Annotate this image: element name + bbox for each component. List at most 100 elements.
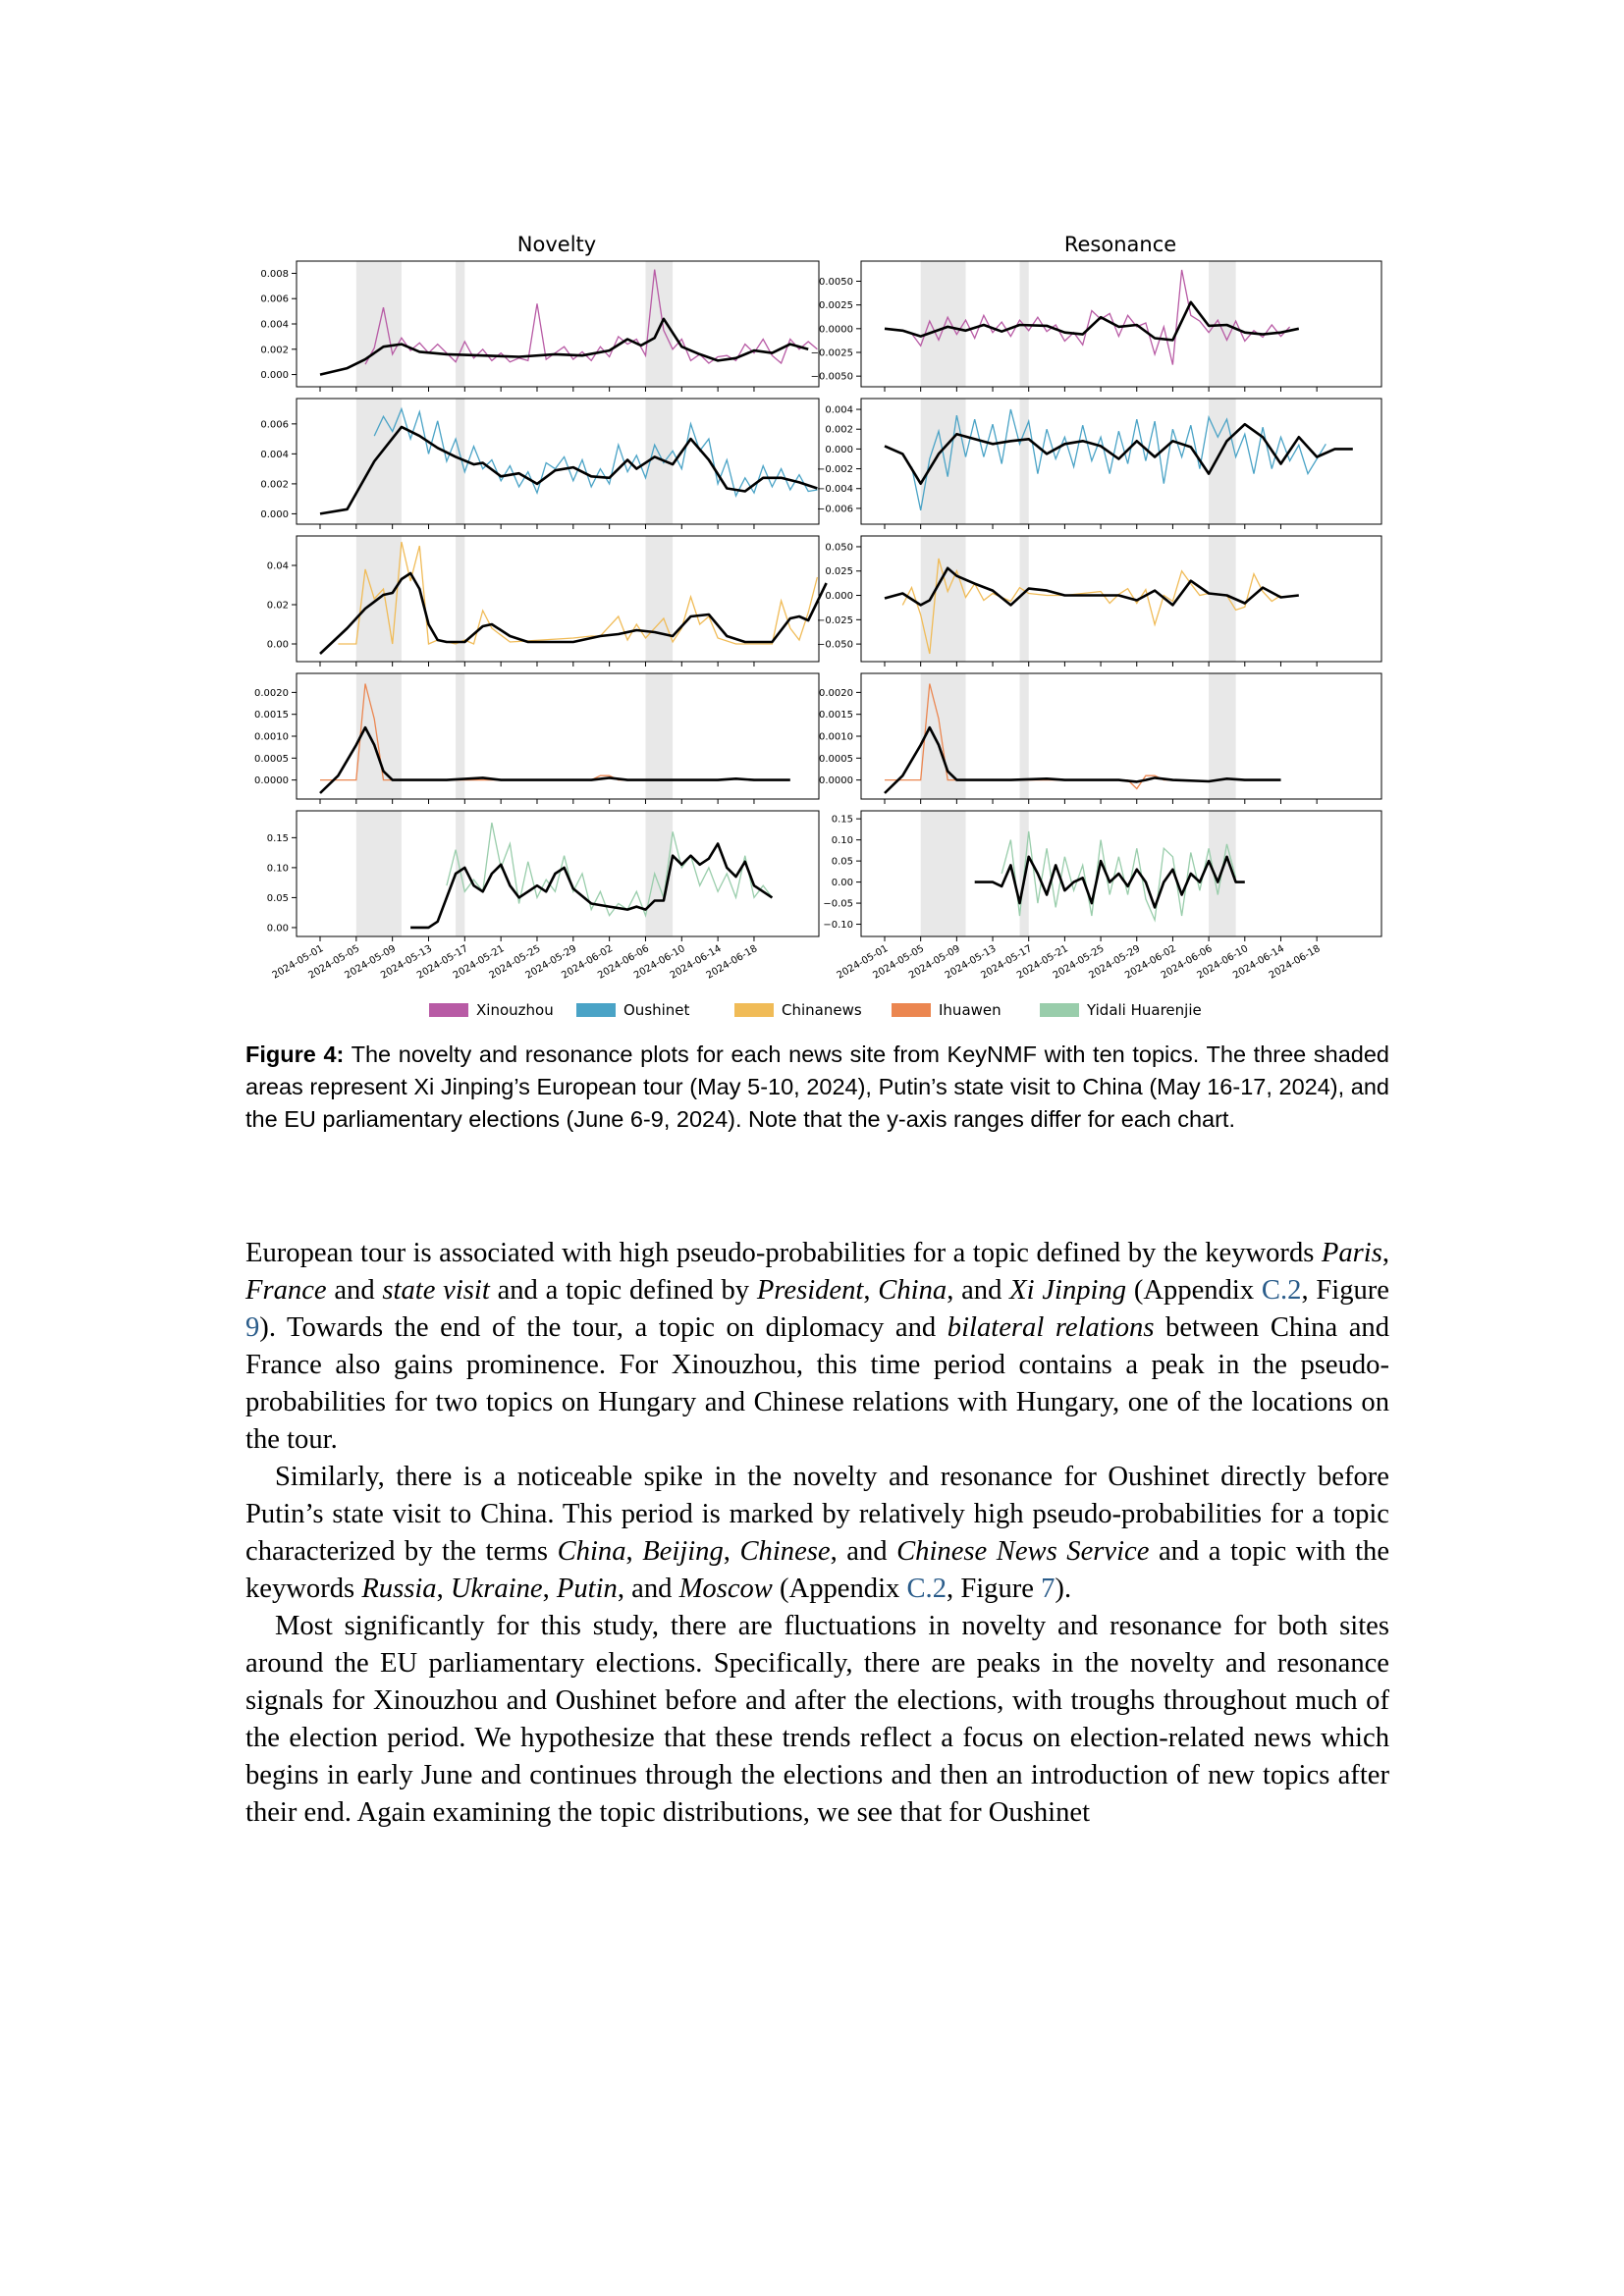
appendix-link[interactable]: C.2 (906, 1574, 947, 1604)
y-tick-label: −0.0050 (811, 372, 853, 383)
shaded-period (645, 261, 674, 387)
figure-link[interactable]: 7 (1041, 1574, 1056, 1604)
paragraph-2: Similarly, there is a noticeable spike i… (245, 1459, 1389, 1608)
y-tick-label: 0.025 (825, 566, 853, 577)
y-tick-label: 0.0020 (254, 688, 289, 699)
shaded-period (456, 536, 465, 662)
chart-panel-resonance-chinanews: −0.050 −0.025 0.000 0.025 0.050 (817, 535, 1382, 667)
legend-swatch (429, 1003, 468, 1017)
shaded-period (456, 399, 465, 524)
y-tick-label: 0.002 (825, 425, 853, 436)
axes-frame (296, 535, 820, 663)
text-run: between China and France also gains prom… (245, 1312, 1389, 1455)
y-tick-label: 0.000 (825, 591, 853, 602)
legend-label: Yidali Huarenjie (1086, 1001, 1202, 1019)
y-tick-label: 0.0000 (819, 775, 853, 786)
paragraph-1: European tour is associated with high ps… (245, 1235, 1389, 1459)
shaded-period (456, 261, 465, 387)
axes-frame (860, 535, 1382, 663)
y-tick-label: −0.004 (817, 484, 853, 495)
legend-swatch (1040, 1003, 1079, 1017)
y-tick-label: 0.004 (260, 450, 289, 460)
chart-panel-novelty-ihuawen: 0.0000 0.0005 0.0010 0.0015 0.0020 (254, 672, 820, 804)
y-tick-label: 0.006 (260, 419, 289, 430)
y-tick-label: 0.10 (832, 835, 853, 846)
figure-caption: Figure 4: The novelty and resonance plot… (245, 1039, 1389, 1136)
raw-series-line (910, 408, 1326, 511)
legend-swatch (734, 1003, 774, 1017)
shaded-period (1019, 673, 1029, 799)
chart-panel-resonance-xinouzhou: −0.0050 −0.0025 0.0000 0.0025 0.0050 (811, 260, 1382, 392)
y-tick-label: −0.050 (817, 640, 853, 651)
axes-frame (296, 398, 820, 525)
keyword: China (878, 1275, 947, 1306)
y-tick-label: 0.004 (260, 320, 289, 331)
y-tick-label: −0.006 (817, 504, 853, 514)
legend-label: Ihuawen (939, 1001, 1001, 1019)
novelty-resonance-figure: Novelty Resonance 0.0000.0020.0040.0060.… (254, 233, 1382, 1019)
axes-frame (296, 260, 820, 388)
text-run: , and (617, 1574, 679, 1604)
text-run: Similarly, there is a noticeable spike i… (245, 1462, 1389, 1567)
shaded-period (1019, 399, 1029, 524)
chart-panels: 0.000 0.002 0.004 0.006 0.008 −0.0050−0.00250… (254, 260, 1382, 982)
axes-frame (860, 260, 1382, 388)
axes-frame (296, 672, 820, 800)
smoothed-series-line (884, 725, 1281, 794)
y-tick-label: 0.0005 (254, 754, 289, 765)
y-tick-label: 0.000 (260, 370, 289, 381)
shaded-period (355, 811, 402, 936)
smoothed-series-line (884, 300, 1300, 342)
y-tick-label: 0.000 (260, 509, 289, 520)
keyword: Xi Jinping (1009, 1275, 1127, 1306)
y-tick-label: 0.05 (832, 857, 853, 868)
y-tick-label: 0.000 (825, 445, 853, 455)
panel-title-novelty: Novelty (517, 233, 596, 256)
shaded-period (355, 261, 402, 387)
y-tick-label: 0.0010 (254, 732, 289, 743)
y-tick-label: 0.050 (825, 542, 853, 553)
shaded-period (645, 536, 674, 662)
appendix-link[interactable]: C.2 (1261, 1275, 1302, 1306)
text-run: , (723, 1536, 740, 1567)
y-tick-label: 0.0015 (254, 710, 289, 721)
y-tick-label: 0.008 (260, 269, 289, 280)
y-tick-label: −0.10 (823, 920, 853, 931)
keyword: President (756, 1275, 864, 1306)
keyword: Russia (361, 1574, 437, 1604)
raw-series-line (373, 406, 818, 498)
text-run: and a topic with the keywords (245, 1536, 1390, 1604)
axes-frame (860, 810, 1382, 937)
smoothed-series-line (319, 571, 828, 655)
text-run: ). (1055, 1574, 1072, 1604)
text-run: (Appendix (1126, 1275, 1262, 1306)
chart-panel-novelty-oushinet: 0.000 0.002 0.004 0.006 (260, 398, 820, 529)
text-run: , and (947, 1275, 1010, 1306)
smoothed-series-line (319, 317, 809, 376)
y-tick-label: 0.0020 (819, 688, 853, 699)
caption-label: Figure 4: (245, 1041, 345, 1067)
chart-panel-resonance-yidali-huarenjie: −0.10−0.050.000.050.100.152024-05-012024… (823, 810, 1382, 982)
raw-series-line (338, 541, 819, 645)
figure-link[interactable]: 9 (245, 1312, 260, 1343)
shaded-period (920, 536, 966, 662)
smoothed-series-line (410, 842, 774, 930)
legend-label: Chinanews (782, 1001, 862, 1019)
paragraph-3: Most significantly for this study, there… (245, 1611, 1389, 1828)
axes-frame (860, 398, 1382, 525)
chart-panel-resonance-ihuawen: 0.0000 0.0005 0.0010 0.0015 0.0020 (819, 672, 1382, 804)
legend: Xinouzhou Oushinet Chinanews Ihuawen Yidali … (429, 1001, 1202, 1019)
y-tick-label: 0.002 (260, 479, 289, 490)
text-run: , (1381, 1238, 1389, 1268)
y-tick-label: 0.0000 (819, 324, 853, 335)
y-tick-label: 0.04 (267, 561, 289, 572)
smoothed-series-line (884, 422, 1353, 486)
keyword: Moscow (678, 1574, 773, 1604)
shaded-period (920, 399, 966, 524)
legend-swatch (576, 1003, 616, 1017)
axes-frame (860, 672, 1382, 800)
y-tick-label: 0.02 (267, 601, 289, 612)
raw-series-line (910, 269, 1291, 365)
keyword: Chinese News Service (896, 1536, 1150, 1567)
text-run: European tour is associated with high ps… (245, 1238, 1322, 1268)
